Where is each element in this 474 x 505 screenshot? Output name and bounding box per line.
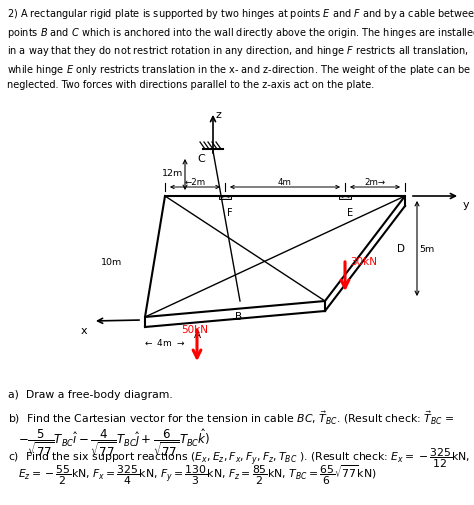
Bar — [339, 196, 351, 199]
Text: F: F — [227, 208, 233, 218]
Text: 2) A rectangular rigid plate is supported by two hinges at points $E$ and $F$ an: 2) A rectangular rigid plate is supporte… — [7, 7, 474, 90]
Text: 12m: 12m — [162, 169, 183, 178]
Text: ←2m: ←2m — [184, 178, 206, 187]
Text: 30kN: 30kN — [350, 257, 377, 267]
Bar — [219, 196, 231, 199]
Text: 50kN: 50kN — [182, 324, 209, 334]
Text: A: A — [194, 329, 201, 339]
Text: z: z — [216, 110, 222, 120]
Text: x: x — [81, 325, 88, 335]
Text: c)  Find the six support reactions ($E_x, E_z, F_x, F_y, F_z, T_{BC}$ ). (Result: c) Find the six support reactions ($E_x,… — [8, 446, 470, 470]
Text: $-\dfrac{5}{\sqrt{77}}T_{BC}\hat{\imath} - \dfrac{4}{\sqrt{77}}T_{BC}\hat{\jmath: $-\dfrac{5}{\sqrt{77}}T_{BC}\hat{\imath}… — [18, 426, 210, 458]
Text: E: E — [347, 208, 353, 218]
Text: $E_z = -\dfrac{55}{2}$kN, $F_x = \dfrac{325}{4}$kN, $F_y = \dfrac{130}{3}$kN, $F: $E_z = -\dfrac{55}{2}$kN, $F_x = \dfrac{… — [18, 463, 376, 486]
Text: $\leftarrow$ 4m $\rightarrow$: $\leftarrow$ 4m $\rightarrow$ — [143, 336, 185, 347]
Text: b)  Find the Cartesian vector for the tension in cable $BC$, $\vec{T}_{BC}$. (Re: b) Find the Cartesian vector for the ten… — [8, 409, 455, 426]
Text: y: y — [463, 199, 470, 210]
Text: C: C — [197, 154, 205, 164]
Text: 2m→: 2m→ — [365, 178, 385, 187]
Text: B: B — [235, 312, 242, 321]
Text: 4m: 4m — [278, 178, 292, 187]
Text: a)  Draw a free-body diagram.: a) Draw a free-body diagram. — [8, 389, 173, 399]
Text: 5m: 5m — [419, 244, 434, 253]
Text: 10m: 10m — [101, 258, 123, 267]
Text: D: D — [397, 243, 405, 254]
